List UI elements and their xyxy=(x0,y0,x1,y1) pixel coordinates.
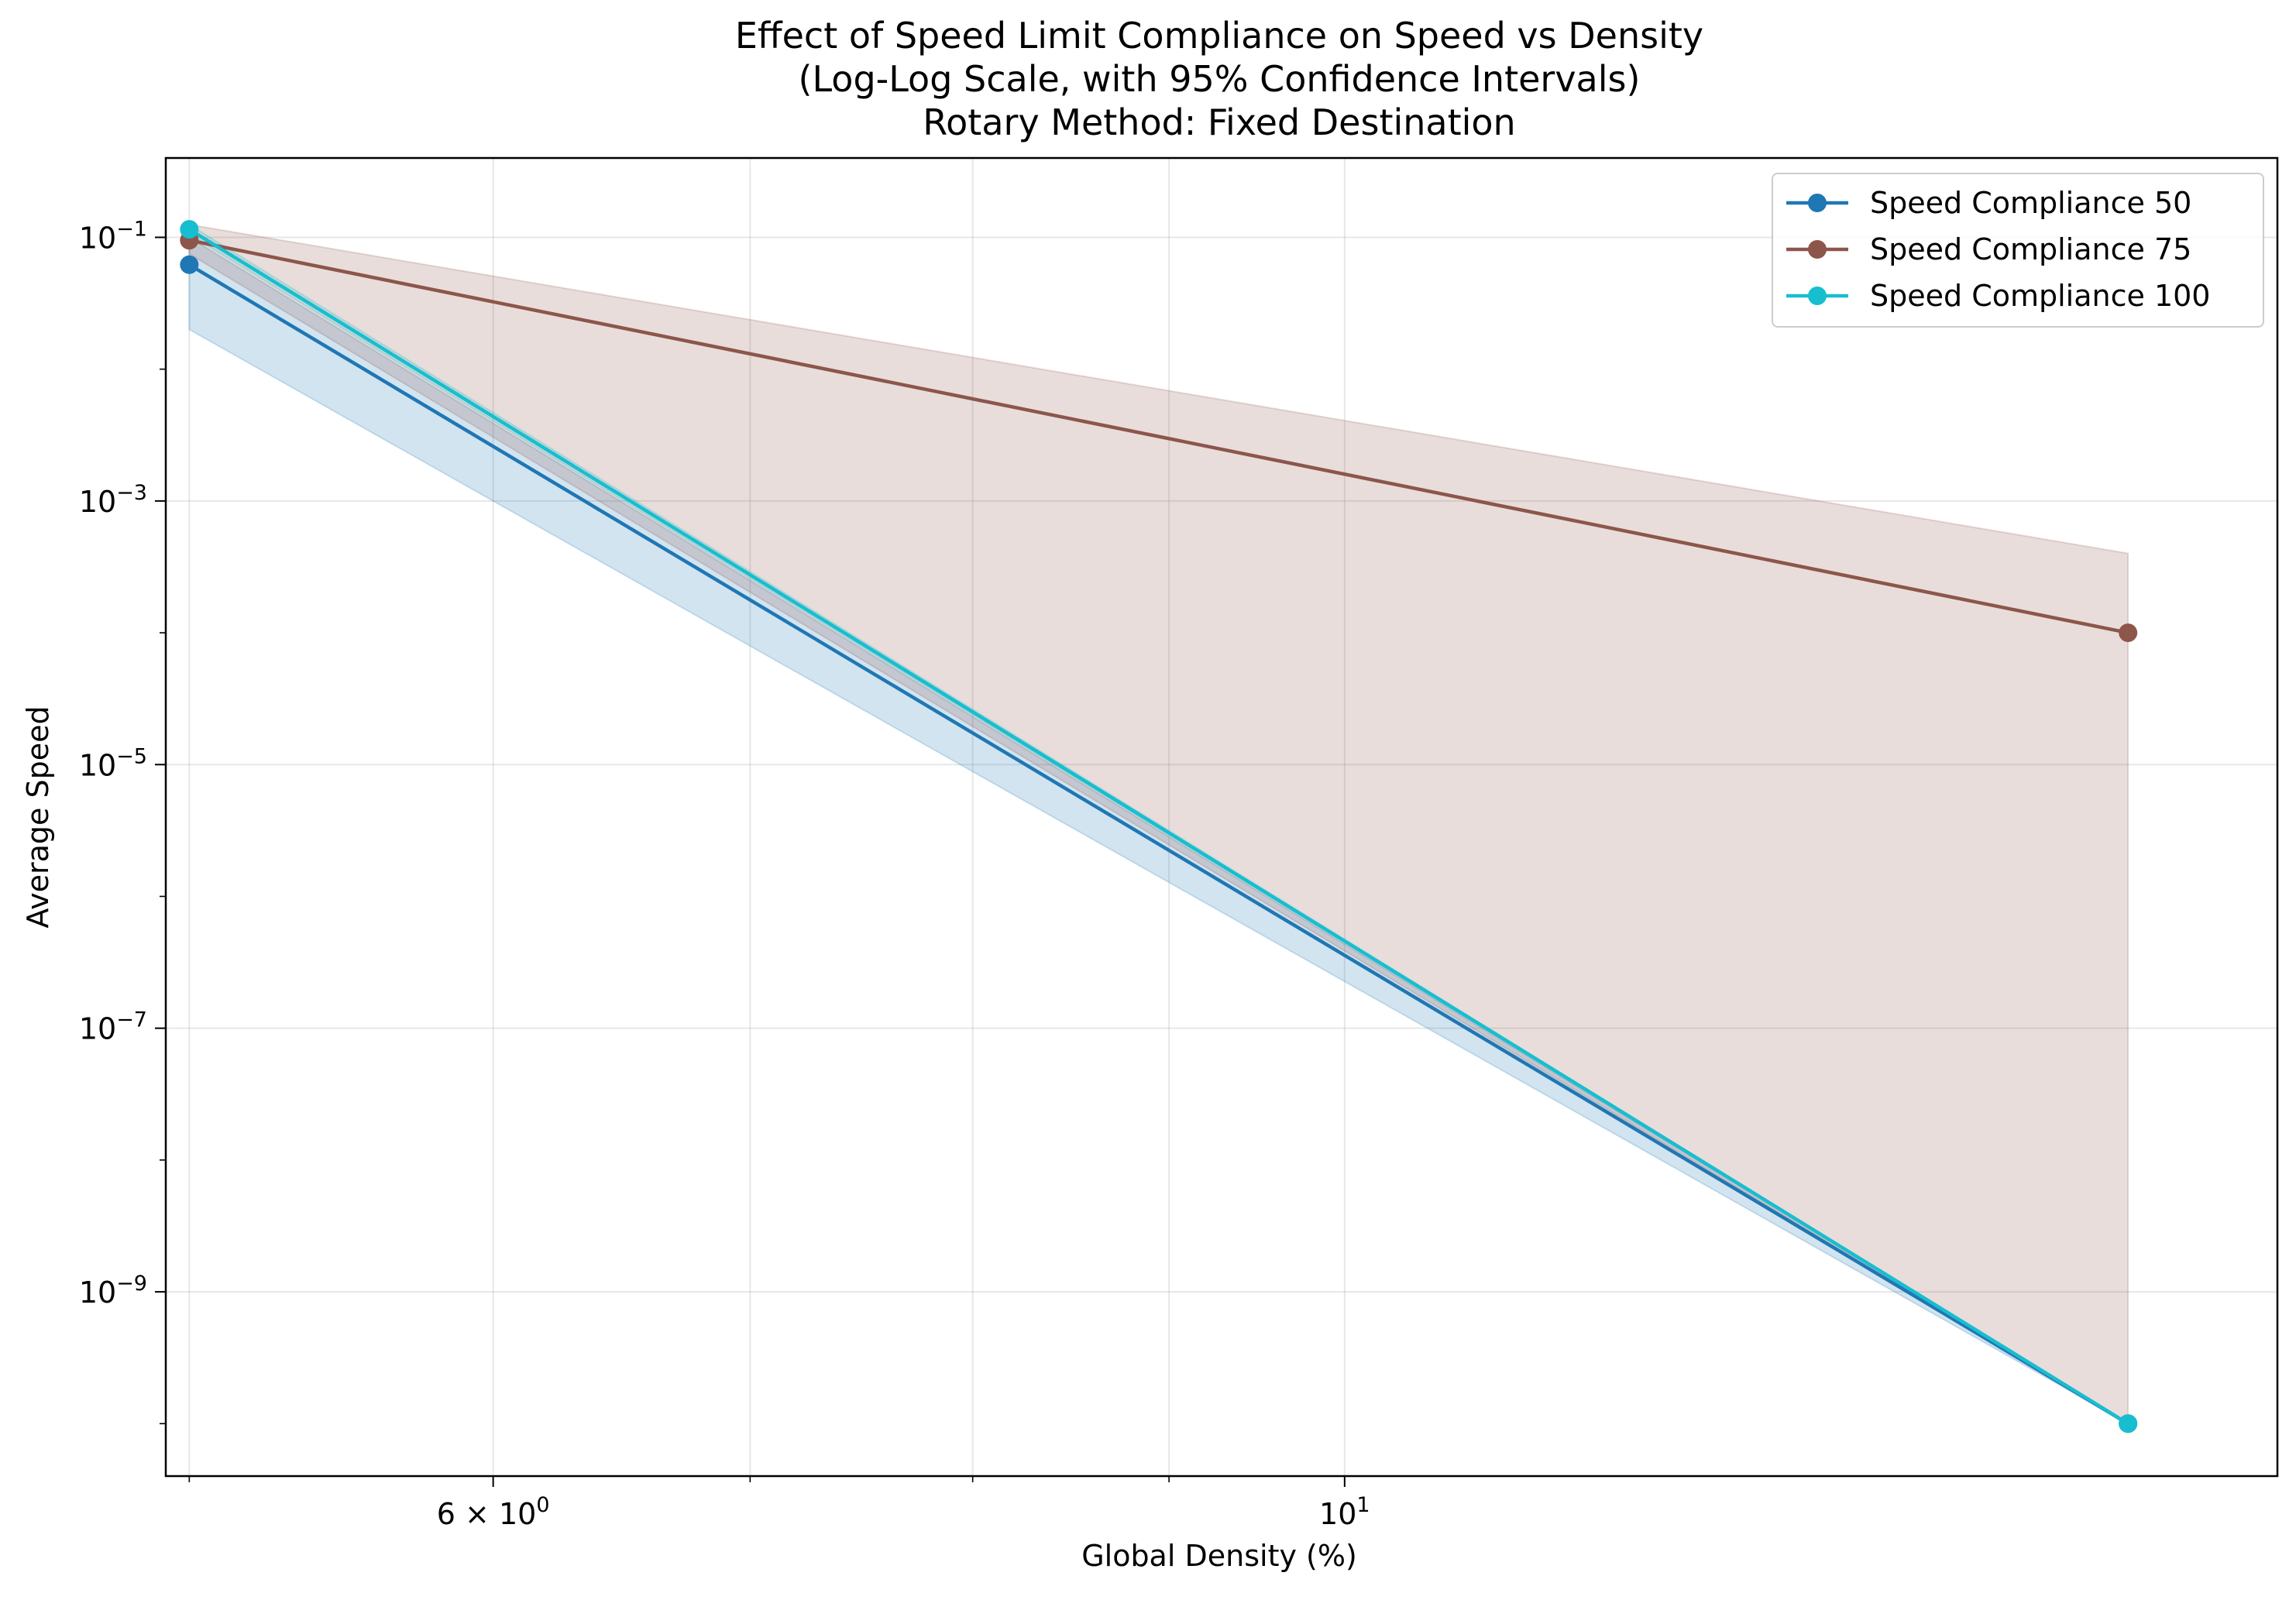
y-axis-label: Average Speed xyxy=(21,706,55,928)
series-markers xyxy=(180,220,2138,1433)
x-tick-label: 6 × 100 xyxy=(437,1493,550,1531)
x-tick-label: 101 xyxy=(1319,1493,1370,1531)
y-tick-label: 10−3 xyxy=(79,481,147,519)
series-lines xyxy=(188,228,2129,1426)
legend-swatch-marker xyxy=(1808,287,1827,305)
chart-title-line-3: Rotary Method: Fixed Destination xyxy=(923,101,1515,143)
chart-title-line-1: Effect of Speed Limit Compliance on Spee… xyxy=(735,15,1703,57)
plot-area-frame xyxy=(164,156,2279,1478)
legend-swatch-marker xyxy=(1808,194,1827,212)
data-point-series-1 xyxy=(2119,623,2138,643)
y-tick-label: 10−1 xyxy=(79,217,147,255)
axis-ticks: 6 × 100 101 10−1 10−3 10−5 10−7 10−9 xyxy=(79,217,1370,1531)
series-line-2 xyxy=(188,228,2129,1426)
legend-swatch-marker xyxy=(1808,240,1827,259)
data-point-series-0 xyxy=(180,255,199,274)
legend-label: Speed Compliance 100 xyxy=(1870,279,2211,313)
legend-box xyxy=(1772,173,2264,328)
legend: Speed Compliance 50 Speed Compliance 75 Sp… xyxy=(1772,173,2264,328)
chart-title: Effect of Speed Limit Compliance on Spee… xyxy=(735,15,1703,143)
legend-label: Speed Compliance 75 xyxy=(1870,232,2191,266)
data-point-series-2 xyxy=(180,220,199,239)
data-point-series-2 xyxy=(2119,1414,2138,1433)
series-line-0 xyxy=(188,263,2129,1426)
series-line-1 xyxy=(188,239,2129,635)
y-tick-label: 10−7 xyxy=(79,1008,147,1046)
chart-title-line-2: (Log-Log Scale, with 95% Confidence Inte… xyxy=(799,58,1641,100)
y-tick-label: 10−9 xyxy=(79,1272,147,1310)
y-tick-label: 10−5 xyxy=(79,744,147,782)
x-axis-label: Global Density (%) xyxy=(1081,1539,1357,1573)
grid-layer xyxy=(166,158,2277,1476)
legend-label: Speed Compliance 50 xyxy=(1870,186,2191,220)
